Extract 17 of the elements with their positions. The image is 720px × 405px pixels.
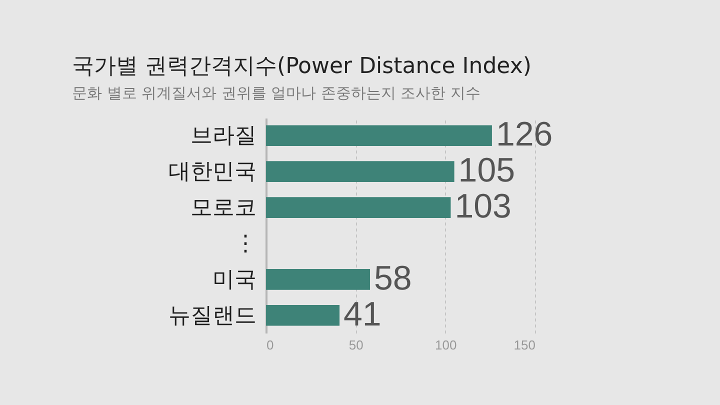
chart-title: 국가별 권력간격지수(Power Distance Index) (72, 54, 532, 79)
y-tick-label: 모로코 (190, 196, 256, 221)
x-tick-label: 0 (266, 338, 274, 352)
x-tick-label: 100 (434, 338, 457, 352)
y-tick-label: 뉴질랜드 (168, 303, 256, 328)
data-label: 103 (454, 188, 512, 226)
data-label: 105 (458, 152, 516, 190)
data-label: 41 (344, 295, 382, 334)
x-tick-label: 150 (514, 338, 536, 352)
y-tick-label: 브라질 (190, 124, 256, 149)
data-label: 126 (496, 116, 553, 154)
data-label: 58 (374, 259, 412, 298)
y-tick-label: 대한민국 (168, 160, 256, 185)
x-tick-label: 50 (348, 338, 364, 352)
y-tick-label: ⋮ (234, 231, 256, 256)
chart-subtitle: 문화 별로 위계질서와 권위를 얼마나 존중하는지 조사한 지수 (72, 84, 480, 102)
y-tick-label: 미국 (212, 267, 256, 292)
